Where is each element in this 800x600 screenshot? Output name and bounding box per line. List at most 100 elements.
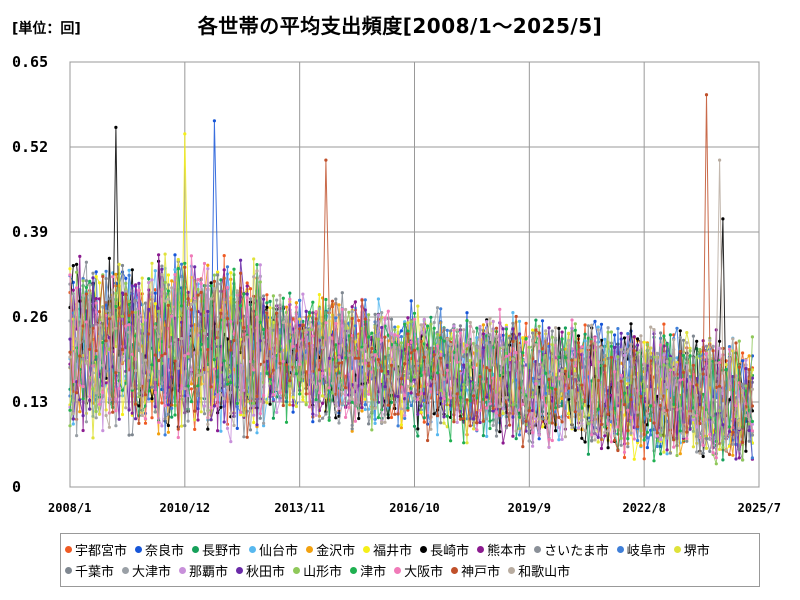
data-point bbox=[252, 413, 256, 417]
data-point bbox=[97, 412, 102, 416]
data-point bbox=[403, 414, 407, 418]
x-tick-label: 2022/8 bbox=[622, 501, 665, 515]
data-point bbox=[665, 359, 669, 364]
data-point bbox=[294, 329, 298, 333]
data-point bbox=[580, 424, 584, 428]
data-point bbox=[731, 430, 735, 434]
data-point bbox=[695, 450, 699, 454]
data-point bbox=[127, 323, 131, 327]
data-point bbox=[416, 427, 420, 431]
data-point bbox=[386, 370, 390, 374]
data-point bbox=[265, 371, 269, 375]
data-point bbox=[636, 410, 640, 414]
data-point bbox=[727, 398, 732, 402]
data-point bbox=[186, 419, 190, 423]
data-point bbox=[298, 327, 302, 331]
data-point bbox=[229, 271, 233, 275]
legend-label: 熊本市 bbox=[487, 544, 527, 559]
data-point bbox=[619, 373, 623, 377]
legend-label: 堺市 bbox=[683, 544, 710, 559]
data-point bbox=[275, 298, 279, 302]
data-point bbox=[242, 435, 246, 439]
data-point bbox=[691, 413, 696, 417]
data-point bbox=[324, 297, 328, 302]
data-point bbox=[389, 397, 394, 401]
legend-label: 秋田市 bbox=[246, 565, 286, 580]
data-point bbox=[718, 409, 722, 413]
data-point bbox=[350, 427, 354, 431]
data-point bbox=[288, 362, 292, 366]
data-point bbox=[403, 362, 407, 366]
data-point bbox=[544, 404, 548, 408]
legend-label: 山形市 bbox=[303, 565, 343, 580]
data-point bbox=[347, 329, 351, 333]
data-point bbox=[681, 432, 686, 436]
data-point bbox=[560, 337, 564, 341]
data-point bbox=[596, 328, 600, 332]
data-point bbox=[78, 340, 82, 345]
data-point bbox=[288, 339, 292, 343]
data-point bbox=[455, 392, 459, 396]
data-point bbox=[452, 394, 456, 398]
data-point bbox=[84, 285, 88, 290]
data-point bbox=[173, 338, 177, 342]
data-point bbox=[101, 305, 105, 309]
series-神戸市 bbox=[68, 93, 755, 457]
data-point bbox=[445, 363, 449, 368]
data-point bbox=[586, 452, 591, 456]
data-point bbox=[475, 336, 479, 340]
legend-swatch bbox=[293, 567, 301, 574]
data-point bbox=[691, 363, 696, 367]
data-point bbox=[695, 425, 699, 429]
data-point bbox=[389, 391, 394, 395]
data-point bbox=[688, 412, 692, 416]
data-point bbox=[622, 391, 627, 395]
data-point bbox=[675, 360, 679, 365]
data-point bbox=[81, 428, 85, 433]
legend-swatch bbox=[394, 567, 402, 574]
data-point bbox=[196, 384, 200, 388]
data-point bbox=[435, 332, 440, 337]
data-point bbox=[321, 394, 325, 398]
data-point bbox=[504, 426, 508, 430]
data-point bbox=[727, 345, 732, 349]
data-point bbox=[554, 406, 558, 410]
data-point bbox=[629, 342, 633, 346]
data-point bbox=[367, 358, 371, 362]
data-point bbox=[216, 282, 220, 286]
data-point bbox=[380, 338, 384, 342]
data-point bbox=[531, 409, 535, 413]
data-point bbox=[475, 428, 479, 432]
data-point bbox=[554, 387, 558, 391]
data-point bbox=[176, 267, 180, 271]
data-point bbox=[531, 395, 535, 399]
data-point bbox=[258, 280, 262, 284]
data-point bbox=[567, 395, 571, 399]
data-point bbox=[462, 355, 466, 359]
data-point bbox=[435, 306, 440, 310]
data-point bbox=[225, 265, 230, 269]
data-point bbox=[655, 351, 659, 355]
data-point bbox=[271, 416, 275, 420]
data-point bbox=[724, 367, 728, 372]
data-point bbox=[199, 282, 203, 286]
data-point bbox=[727, 357, 732, 361]
data-point bbox=[550, 369, 554, 373]
y-tick-label: 0.65 bbox=[12, 53, 48, 71]
data-point bbox=[127, 313, 131, 318]
data-point bbox=[143, 417, 148, 421]
data-point bbox=[212, 404, 216, 408]
data-point bbox=[373, 350, 377, 354]
data-point bbox=[294, 349, 298, 353]
data-point bbox=[84, 320, 88, 324]
data-point bbox=[478, 408, 482, 412]
data-point bbox=[537, 385, 541, 389]
data-point bbox=[685, 331, 689, 335]
data-point bbox=[472, 330, 476, 334]
data-point bbox=[153, 269, 157, 273]
data-point bbox=[616, 355, 620, 359]
data-point bbox=[143, 301, 148, 305]
data-point bbox=[248, 428, 253, 432]
data-point bbox=[314, 398, 318, 402]
series-layer bbox=[68, 93, 755, 466]
